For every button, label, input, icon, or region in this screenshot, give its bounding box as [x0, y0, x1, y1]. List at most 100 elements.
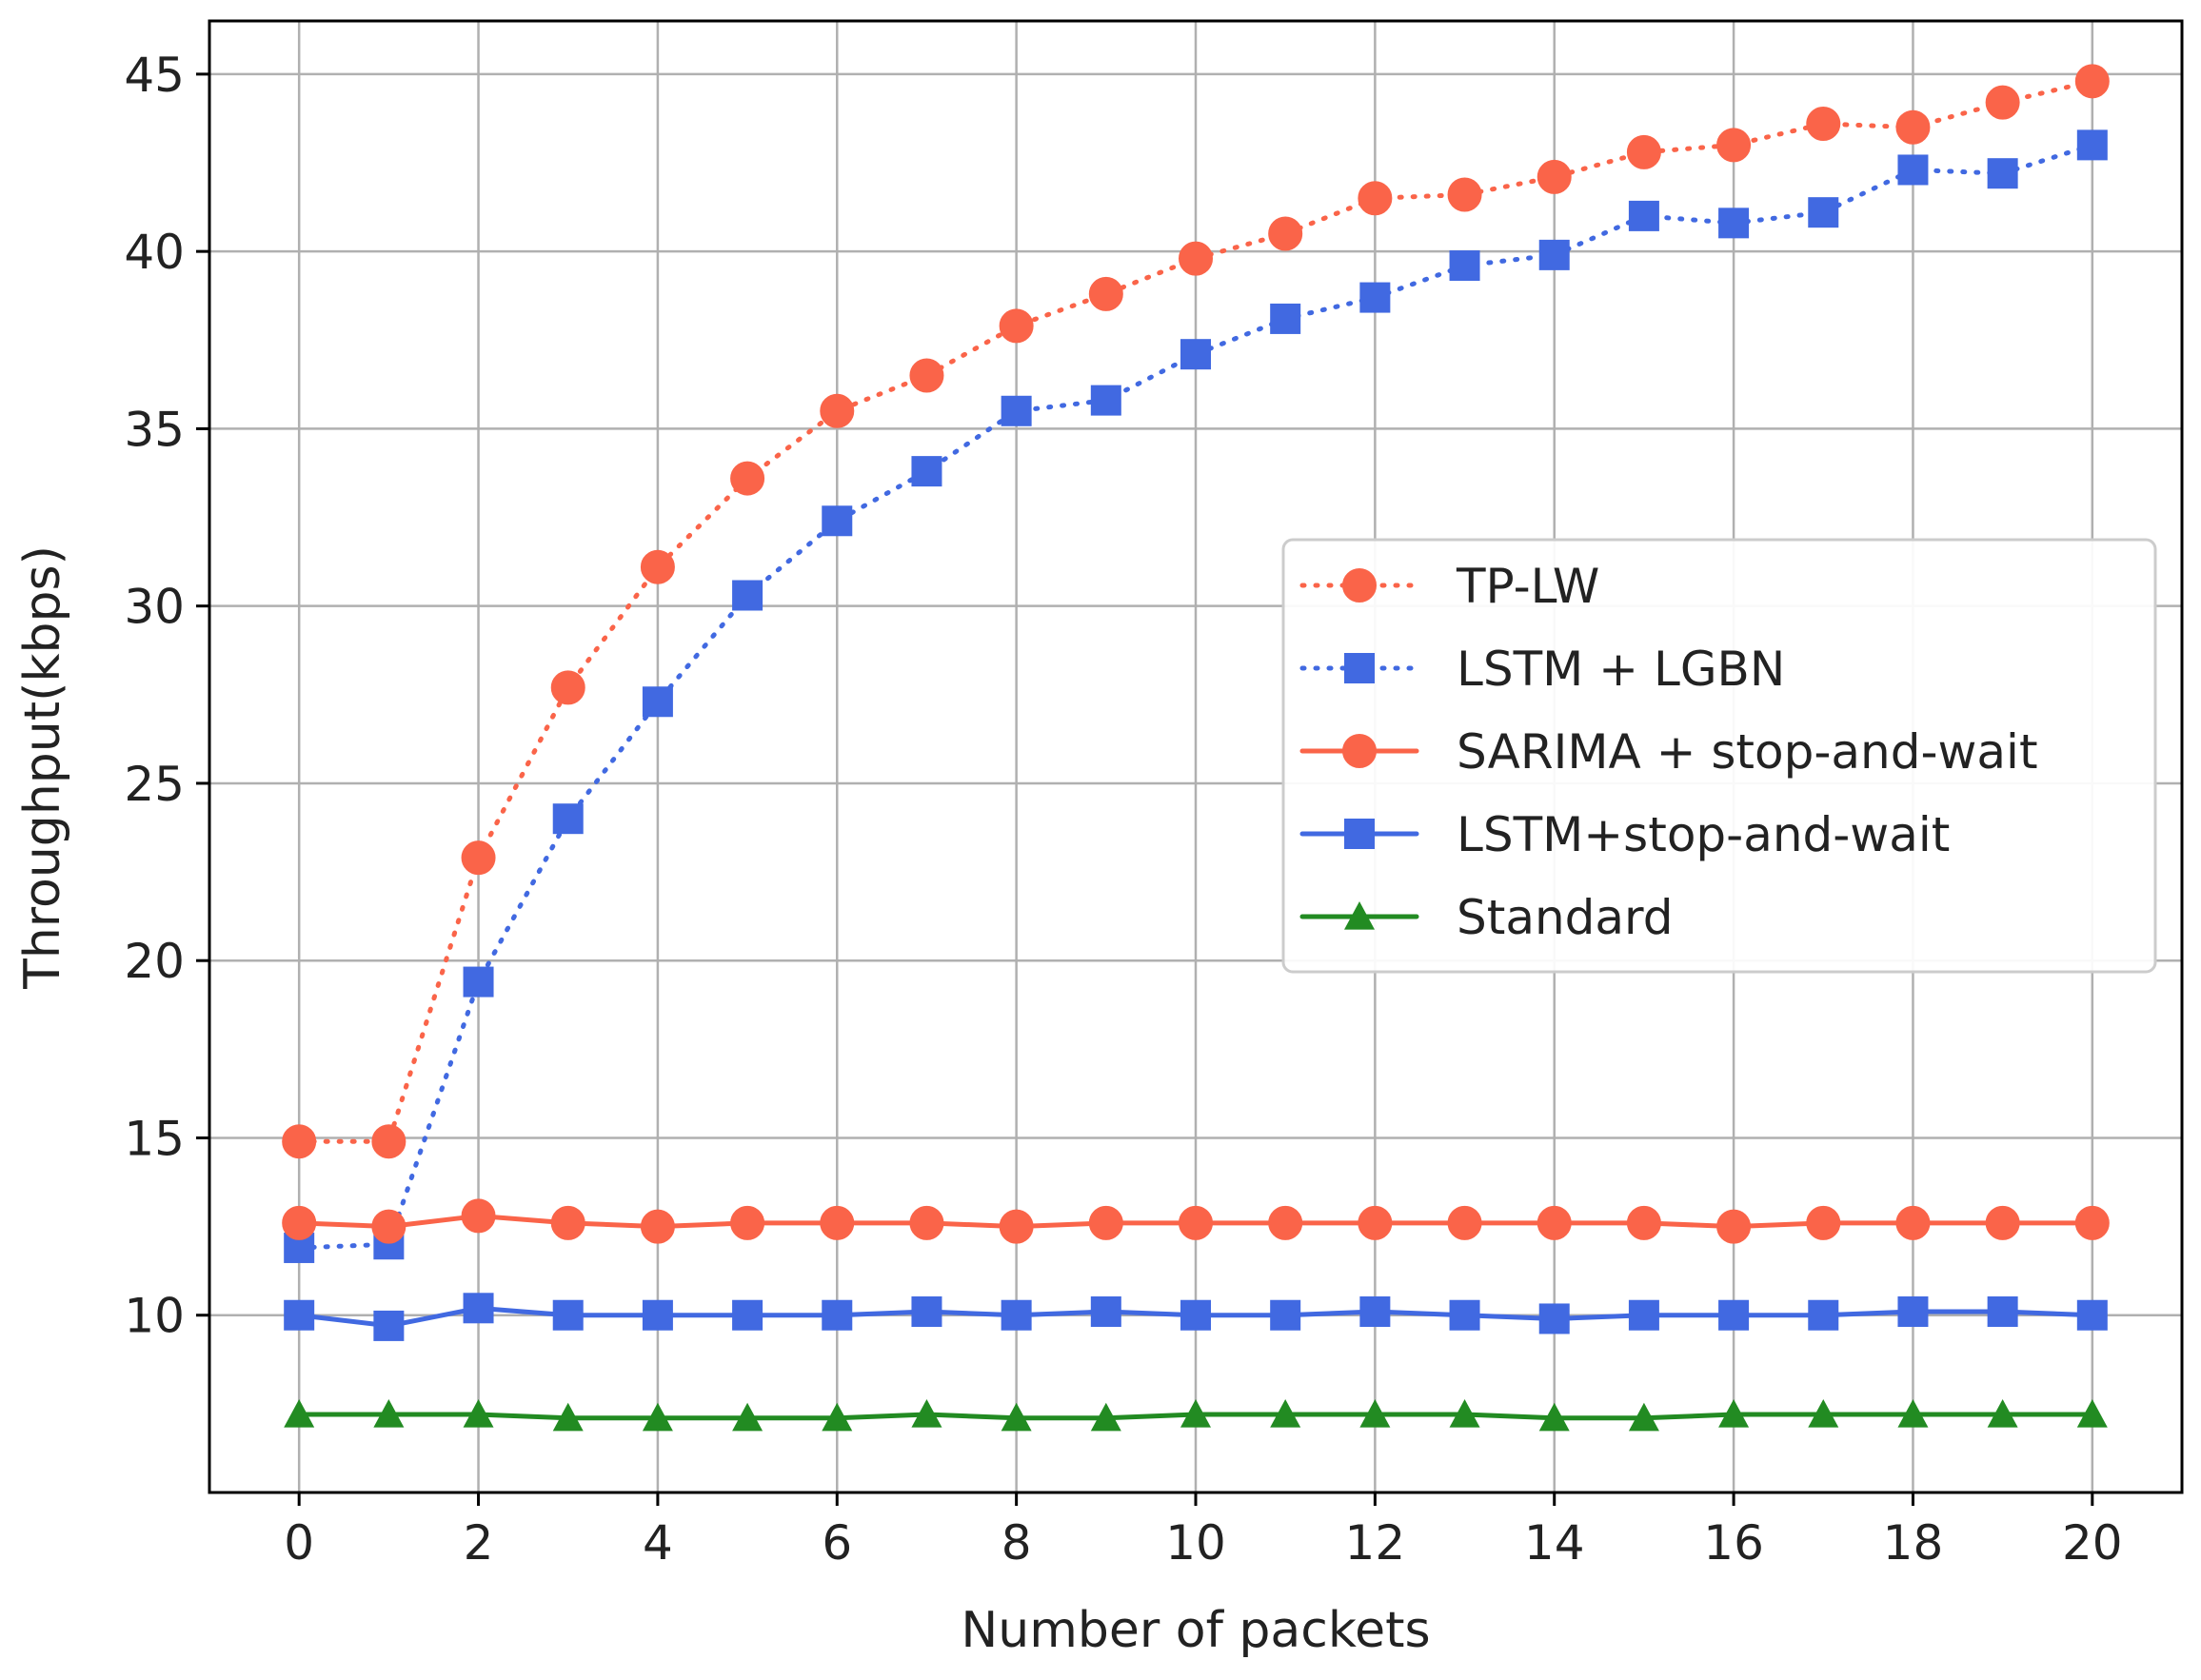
data-point: [1359, 1399, 1391, 1428]
data-point: [1537, 1205, 1572, 1240]
x-tick-label: 16: [1703, 1515, 1764, 1571]
data-point: [1626, 1205, 1661, 1240]
data-point: [282, 1124, 317, 1159]
data-point: [552, 1299, 584, 1331]
data-point: [461, 840, 496, 876]
data-point: [284, 1299, 315, 1331]
data-point: [1180, 1399, 1211, 1428]
data-point: [371, 1124, 406, 1159]
data-point: [1359, 282, 1391, 313]
data-point: [911, 1296, 942, 1328]
series-sarima-stop-and-wait: [282, 1198, 2110, 1244]
x-tick-label: 2: [464, 1515, 494, 1571]
data-point: [1537, 159, 1572, 194]
data-point: [909, 358, 944, 393]
data-point: [1895, 109, 1931, 145]
data-point: [1808, 1299, 1839, 1331]
data-point: [822, 505, 853, 537]
y-axis-label: Throughput(kbps): [14, 545, 71, 990]
y-tick-label: 45: [124, 48, 185, 103]
data-point: [1001, 395, 1032, 426]
legend-label: SARIMA + stop-and-wait: [1457, 724, 2038, 780]
x-tick-label: 0: [284, 1515, 314, 1571]
data-point: [730, 461, 765, 496]
data-point: [1001, 1402, 1032, 1432]
legend-item: SARIMA + stop-and-wait: [1299, 724, 2038, 780]
data-point: [640, 549, 675, 584]
legend-item: LSTM+stop-and-wait: [1299, 807, 1950, 862]
y-tick-label: 40: [124, 225, 185, 280]
data-point: [2076, 1399, 2108, 1428]
data-point: [1628, 200, 1659, 231]
data-point: [640, 1209, 675, 1244]
x-axis-ticks: 0 2 4 6 8 10 12 14 16 18 20: [284, 1492, 2123, 1571]
data-point: [552, 1402, 584, 1432]
legend-label: LSTM+stop-and-wait: [1457, 807, 1950, 862]
x-tick-label: 18: [1883, 1515, 1944, 1571]
series-layer: [282, 64, 2110, 1432]
data-point: [282, 1205, 317, 1240]
data-point: [1538, 1303, 1570, 1334]
data-point: [373, 1310, 405, 1341]
data-point: [1718, 208, 1750, 239]
legend-label: TP-LW: [1456, 559, 1599, 614]
legend-label: Standard: [1457, 890, 1673, 945]
legend-marker: [1344, 819, 1375, 849]
data-point: [1358, 181, 1393, 216]
data-point: [1718, 1399, 1750, 1428]
y-tick-label: 20: [124, 934, 185, 989]
data-point: [1808, 1399, 1839, 1428]
y-tick-label: 25: [124, 757, 185, 812]
data-point: [642, 1402, 673, 1432]
data-point: [1449, 250, 1480, 282]
data-point: [1449, 1299, 1480, 1331]
x-tick-label: 6: [822, 1515, 852, 1571]
data-point: [999, 308, 1034, 344]
data-point: [1180, 339, 1211, 370]
data-point: [1268, 1205, 1303, 1240]
data-point: [552, 803, 584, 835]
data-point: [822, 1402, 853, 1432]
data-point: [909, 1205, 944, 1240]
data-point: [1179, 241, 1213, 276]
data-point: [642, 1299, 673, 1331]
data-point: [1897, 1296, 1929, 1328]
legend-marker: [1344, 901, 1375, 930]
data-point: [2074, 1205, 2110, 1240]
series-tp-lw: [282, 64, 2110, 1159]
data-point: [1626, 134, 1661, 169]
data-point: [2074, 64, 2110, 99]
data-point: [820, 1205, 855, 1240]
data-point: [463, 1399, 494, 1428]
data-point: [1987, 1296, 2018, 1328]
legend-marker: [1344, 653, 1375, 683]
legend-marker: [1342, 568, 1377, 603]
data-point: [1270, 1399, 1301, 1428]
data-point: [1897, 1399, 1929, 1428]
data-point: [1806, 107, 1841, 142]
data-point: [1987, 158, 2018, 189]
data-point: [1088, 276, 1123, 311]
legend-marker: [1342, 734, 1377, 768]
x-tick-label: 8: [1001, 1515, 1032, 1571]
legend-label: LSTM + LGBN: [1457, 642, 1785, 697]
series-lstm-stop-and-wait: [284, 1293, 2108, 1341]
data-point: [822, 1299, 853, 1331]
data-point: [999, 1209, 1034, 1244]
data-point: [1987, 1399, 2018, 1428]
data-point: [550, 1205, 585, 1240]
data-point: [1001, 1299, 1032, 1331]
legend-item: TP-LW: [1299, 559, 1599, 614]
legend: TP-LW LSTM + LGBN SARIMA + stop-and-wait LS…: [1281, 538, 2157, 974]
y-tick-label: 30: [124, 580, 185, 635]
data-point: [284, 1399, 315, 1428]
data-point: [1180, 1299, 1211, 1331]
data-point: [732, 1299, 763, 1331]
data-point: [550, 670, 585, 705]
data-point: [642, 686, 673, 718]
data-point: [1359, 1296, 1391, 1328]
x-axis-label: Number of packets: [961, 1602, 1430, 1659]
legend-item: Standard: [1299, 890, 1673, 945]
y-tick-label: 10: [124, 1289, 185, 1344]
data-point: [1718, 1299, 1750, 1331]
